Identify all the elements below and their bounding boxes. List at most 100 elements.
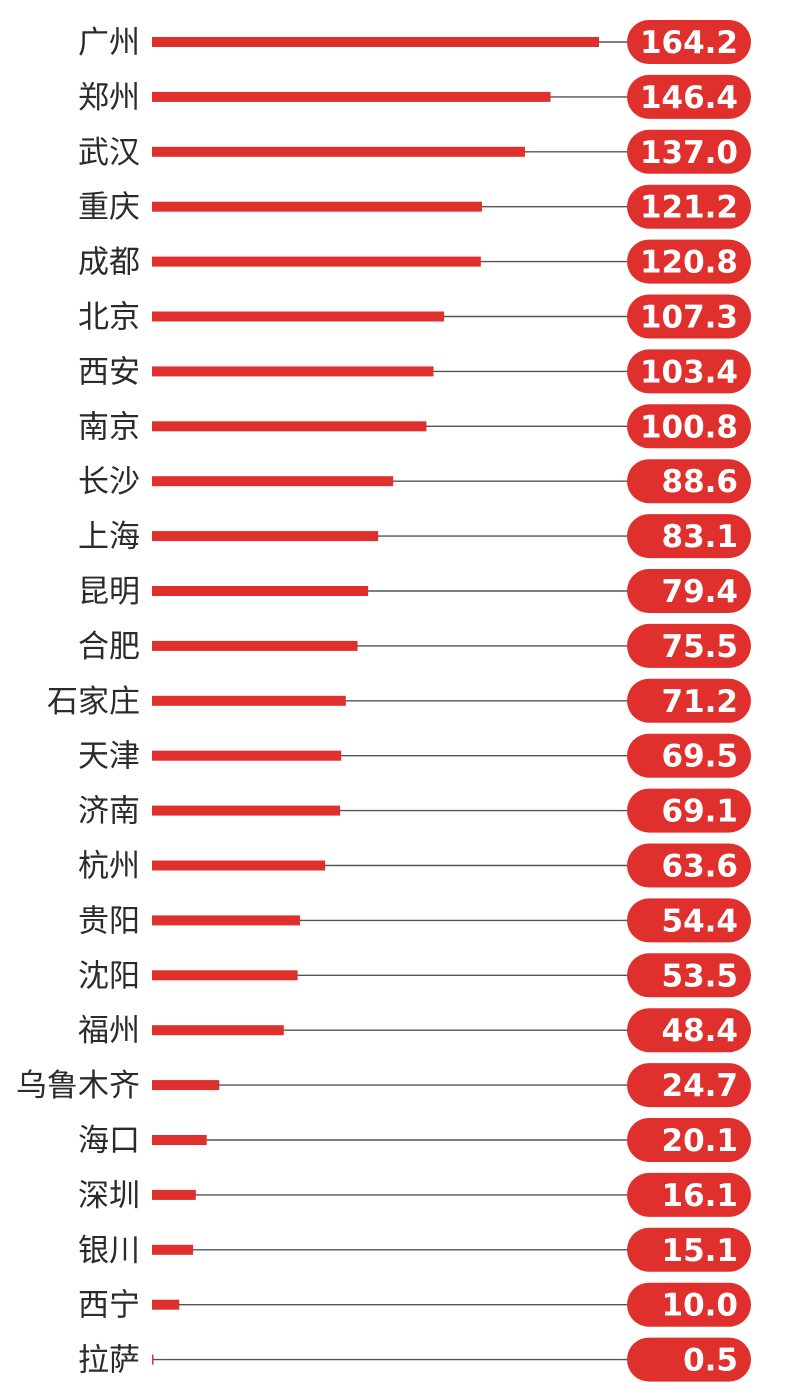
bar <box>152 586 369 596</box>
bar <box>152 970 298 981</box>
category-label: 重庆 <box>78 190 140 226</box>
value-badge <box>627 184 751 229</box>
value-badge <box>627 404 751 449</box>
value-label: 53.5 <box>662 958 739 994</box>
category-label: 昆明 <box>78 574 140 610</box>
category-label: 贵阳 <box>78 903 140 939</box>
bar-row: 成都 120.8 <box>78 239 751 284</box>
bar <box>152 421 427 432</box>
bar <box>152 1189 196 1200</box>
value-label: 146.4 <box>640 80 738 116</box>
bar <box>152 37 599 47</box>
bar-row: 拉萨 0.5 <box>78 1337 751 1382</box>
bar-row: 乌鲁木齐 24.7 <box>16 1063 751 1108</box>
value-label: 75.5 <box>662 629 739 665</box>
bar-row: 长沙 88.6 <box>78 459 751 504</box>
bar <box>152 1354 154 1365</box>
bar-row: 昆明 79.4 <box>78 569 751 613</box>
bar-row: 贵阳 54.4 <box>78 898 751 943</box>
value-label: 24.7 <box>662 1068 739 1104</box>
value-label: 20.1 <box>662 1123 739 1159</box>
value-label: 71.2 <box>662 684 739 720</box>
bar-row: 合肥 75.5 <box>78 623 751 668</box>
category-label: 银川 <box>78 1233 140 1269</box>
bar <box>152 1025 284 1036</box>
category-label: 上海 <box>78 519 140 555</box>
bar-row: 西安 103.4 <box>78 349 751 394</box>
bar <box>152 805 341 816</box>
value-badge <box>627 569 751 613</box>
value-badge <box>627 678 751 723</box>
category-label: 南京 <box>78 409 140 445</box>
value-badge <box>627 733 751 778</box>
bar-row: 沈阳 53.5 <box>78 953 751 998</box>
bar <box>152 1135 207 1145</box>
bar-row: 郑州 146.4 <box>78 74 751 119</box>
value-label: 69.1 <box>662 794 739 830</box>
value-label: 137.0 <box>640 135 738 171</box>
category-label: 济南 <box>78 794 140 830</box>
bar-row: 济南 69.1 <box>78 788 751 833</box>
value-label: 103.4 <box>640 354 738 390</box>
value-badge <box>627 1063 751 1108</box>
bar-row: 重庆 121.2 <box>78 184 751 229</box>
category-label: 西安 <box>78 354 140 390</box>
bar-row: 上海 83.1 <box>78 514 751 559</box>
bar <box>152 201 482 212</box>
value-badge <box>627 843 751 888</box>
bar-row: 天津 69.5 <box>78 733 751 778</box>
category-label: 福州 <box>78 1013 140 1049</box>
value-badge <box>627 1227 751 1272</box>
bar <box>152 146 525 157</box>
category-label: 海口 <box>78 1123 140 1159</box>
value-badge <box>627 788 751 833</box>
bar-row: 海口 20.1 <box>78 1118 751 1162</box>
value-badge <box>627 239 751 284</box>
category-label: 长沙 <box>78 464 140 500</box>
value-label: 48.4 <box>662 1013 739 1049</box>
value-label: 79.4 <box>662 574 739 610</box>
value-label: 107.3 <box>640 300 738 336</box>
value-label: 16.1 <box>662 1178 739 1214</box>
category-label: 广州 <box>78 25 140 61</box>
bar-row: 武汉 137.0 <box>78 129 751 174</box>
value-badge <box>627 898 751 943</box>
bar <box>152 695 346 706</box>
value-badge <box>627 1282 751 1327</box>
value-label: 15.1 <box>662 1233 739 1269</box>
category-label: 成都 <box>78 245 140 281</box>
bar <box>152 1299 180 1310</box>
category-label: 杭州 <box>78 849 140 885</box>
category-label: 天津 <box>78 739 140 775</box>
value-label: 69.5 <box>662 739 739 775</box>
value-badge <box>627 1337 751 1382</box>
bar <box>152 531 379 542</box>
category-label: 石家庄 <box>47 684 140 720</box>
bar <box>152 476 394 487</box>
bar-row: 福州 48.4 <box>78 1008 751 1053</box>
category-label: 西宁 <box>78 1288 140 1324</box>
value-badge <box>627 514 751 559</box>
bar <box>152 311 445 322</box>
category-label: 乌鲁木齐 <box>16 1068 140 1104</box>
category-label: 武汉 <box>78 135 140 171</box>
bar <box>152 91 551 102</box>
value-label: 54.4 <box>662 903 739 939</box>
bar-row: 深圳 16.1 <box>78 1172 751 1217</box>
value-badge <box>627 74 751 119</box>
value-badge <box>627 20 751 64</box>
category-label: 合肥 <box>78 629 140 665</box>
bar-row: 广州 164.2 <box>78 20 751 64</box>
bar <box>152 1244 194 1255</box>
bar-row: 北京 107.3 <box>78 294 751 339</box>
bar-row: 杭州 63.6 <box>78 843 751 888</box>
value-label: 100.8 <box>640 409 738 445</box>
bar <box>152 256 481 267</box>
value-badge <box>627 953 751 998</box>
category-label: 深圳 <box>78 1178 140 1214</box>
bar <box>152 750 342 761</box>
value-badge <box>627 623 751 668</box>
bar <box>152 915 301 926</box>
value-badge <box>627 349 751 394</box>
value-badge <box>627 294 751 339</box>
